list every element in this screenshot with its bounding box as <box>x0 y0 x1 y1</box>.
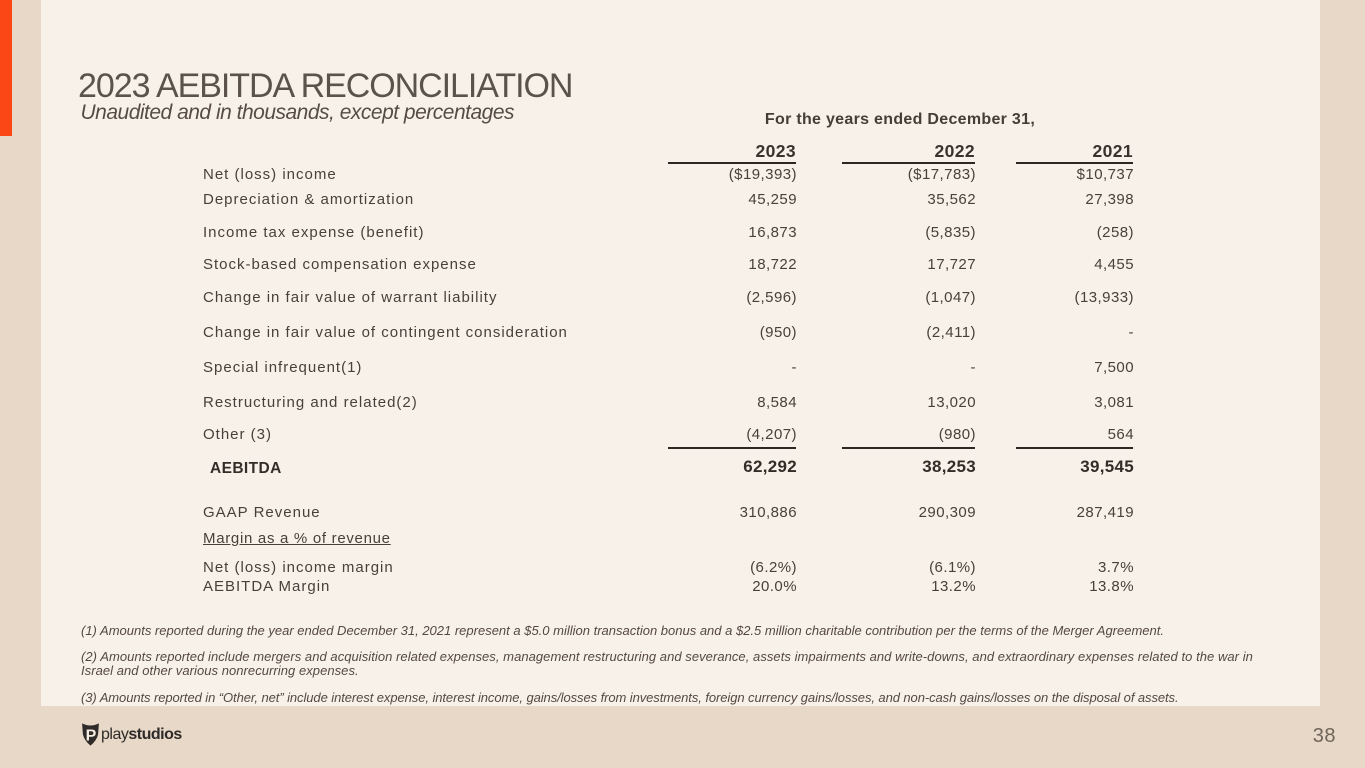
svg-text:P: P <box>85 728 96 745</box>
